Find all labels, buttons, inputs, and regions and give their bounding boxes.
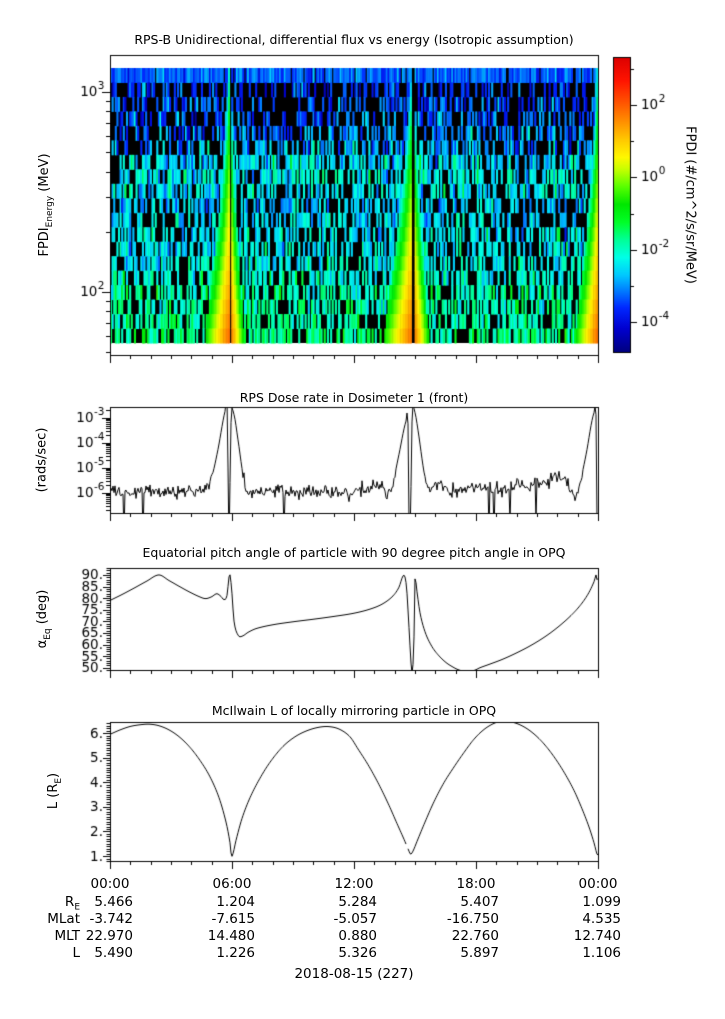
- ephemeris-value: 5.490: [94, 945, 133, 961]
- ephemeris-value: 5.284: [338, 894, 377, 910]
- ephemeris-row-label: MLat: [47, 911, 80, 927]
- ephemeris-row-label: L: [72, 945, 80, 961]
- time-tick-label: 18:00: [456, 876, 496, 892]
- time-tick-label: 12:00: [334, 876, 374, 892]
- spectrogram-y-axis-label: FPDIEnergy (MeV): [37, 153, 55, 257]
- ephemeris-value: 5.407: [460, 894, 499, 910]
- mcilwain-l-title: McIlwain L of locally mirroring particle…: [211, 703, 497, 718]
- ephemeris-value: -16.750: [446, 911, 499, 927]
- colorbar-label: FPDI (#/cm^2/s/sr/MeV): [682, 126, 698, 284]
- date-label: 2018-08-15 (227): [294, 966, 414, 982]
- mcilwain-l-y-axis-label: L (RE): [46, 772, 64, 810]
- ephemeris-value: 1.226: [216, 945, 255, 961]
- ephemeris-value: 22.970: [85, 928, 133, 944]
- time-tick-label: 00:00: [578, 876, 618, 892]
- ephemeris-value: 1.106: [582, 945, 621, 961]
- ephemeris-value: -5.057: [333, 911, 377, 927]
- spectrogram-title: RPS-B Unidirectional, differential flux …: [134, 32, 574, 47]
- ephemeris-value: 14.480: [207, 928, 255, 944]
- ephemeris-value: 12.740: [573, 928, 621, 944]
- ephemeris-value: 0.880: [338, 928, 377, 944]
- ephemeris-value: 1.204: [216, 894, 255, 910]
- ephemeris-value: -7.615: [211, 911, 255, 927]
- dose-rate-y-axis-label: (rads/sec): [34, 427, 50, 493]
- time-tick-label: 00:00: [90, 876, 130, 892]
- ephemeris-value: 5.897: [460, 945, 499, 961]
- ephemeris-row-label: RE: [64, 894, 80, 913]
- pitch-angle-title: Equatorial pitch angle of particle with …: [142, 545, 566, 560]
- ephemeris-row-label: MLT: [54, 928, 80, 944]
- pitch-angle-y-axis-label: αEq (deg): [35, 589, 53, 649]
- ephemeris-value: 22.760: [451, 928, 499, 944]
- ephemeris-value: 5.326: [338, 945, 377, 961]
- time-tick-label: 06:00: [212, 876, 252, 892]
- ephemeris-value: 1.099: [582, 894, 621, 910]
- ephemeris-value: 5.466: [94, 894, 133, 910]
- ephemeris-value: -3.742: [89, 911, 133, 927]
- ephemeris-value: 4.535: [582, 911, 621, 927]
- dose-rate-title: RPS Dose rate in Dosimeter 1 (front): [239, 390, 469, 405]
